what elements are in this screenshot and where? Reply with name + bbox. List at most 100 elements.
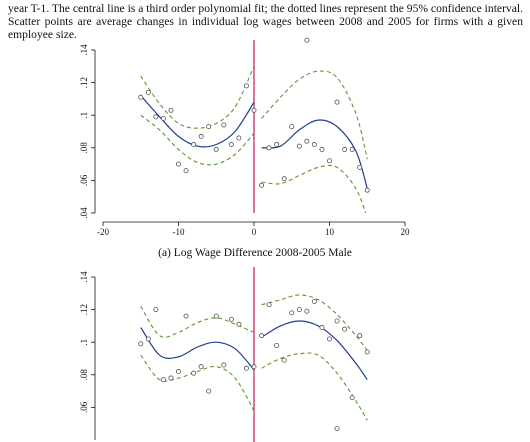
scatter-point [281,357,287,363]
scatter-point [304,308,310,314]
scatter-point [364,349,370,355]
scatter-point [311,142,317,148]
scatter-point [183,313,189,319]
scatter-point [236,321,242,327]
scatter-point [334,99,340,105]
scatter-point [221,122,227,128]
scatter-point [145,336,151,342]
scatter-point [304,37,310,43]
fit-left-line [140,95,255,148]
scatter-point [228,316,234,322]
scatter-point [357,164,363,170]
scatter-point [274,342,280,348]
scatter-point [213,313,219,319]
scatter-point [206,388,212,394]
scatter-point [191,142,197,148]
ci-lower-left-line [140,114,255,166]
scatter-point [364,187,370,193]
scatter-point [342,146,348,152]
scatter-point [259,182,265,188]
scatter-point [138,341,144,347]
scatter-point [145,89,151,95]
scatter-point [221,362,227,368]
scatter-point [160,377,166,383]
y-tick-label: .04 [79,207,89,219]
y-tick-label: .1 [79,339,89,346]
fit-left-line [140,327,255,371]
y-tick-label: .12 [79,304,89,315]
scatter-point [251,107,257,113]
scatter-point [281,176,287,182]
scatter-point [183,168,189,174]
scatter-point [206,124,212,130]
scatter-point [311,298,317,304]
scatter-point [289,124,295,130]
scatter-point [153,114,159,120]
x-tick-label: 0 [252,227,257,237]
scatter-point [334,318,340,324]
plot-area [138,267,370,442]
scatter-point [160,115,166,121]
scatter-point [326,336,332,342]
x-tick-label: -20 [97,227,109,237]
fit-right-line [261,119,368,189]
scatter-point [243,365,249,371]
scatter-point [304,138,310,144]
ci-upper-right-line [261,294,368,351]
scatter-point [191,370,197,376]
scatter-point [198,364,204,370]
ci-lower-right-line [261,352,368,421]
scatter-point [228,142,234,148]
fit-right-line [261,320,368,381]
y-tick-label: .08 [79,142,89,154]
y-tick-label: .06 [79,174,89,186]
scatter-point [153,307,159,313]
ci-upper-right-line [261,70,368,160]
y-tick-label: .06 [79,401,89,413]
scatter-point [168,107,174,113]
scatter-point [349,395,355,401]
scatter-point [326,158,332,164]
scatter-point [334,426,340,432]
scatter-point [319,146,325,152]
scatter-point [259,333,265,339]
scatter-point [266,145,272,151]
scatter-point [198,133,204,139]
scatter-point [266,302,272,308]
scatter-point [175,369,181,375]
scatter-point [213,146,219,152]
ci-upper-left-line [140,66,255,129]
x-tick-label: 10 [325,227,335,237]
y-tick-label: .14 [79,271,89,283]
chart-male: .04 .06 .08 .1 .12 .14 -20 -10 0 10 20 [79,37,411,237]
figure-caption: year T-1. The central line is a third or… [8,2,523,41]
y-tick-label: .08 [79,369,89,381]
scatter-point [342,326,348,332]
scatter-point [175,161,181,167]
ci-lower-left-line [140,354,255,411]
scatter-point [349,146,355,152]
scatter-point [289,310,295,316]
y-tick-label: .12 [79,77,89,88]
chart-second: .06 .08 .1 .12 .14 [79,267,370,442]
scatter-point [236,135,242,141]
chart-male-title: (a) Log Wage Difference 2008-2005 Male [158,247,352,259]
y-tick-label: .1 [79,112,89,119]
scatter-point [251,364,257,370]
scatter-point [243,83,249,89]
scatter-point [357,333,363,339]
scatter-point [319,325,325,331]
scatter-point [296,143,302,149]
ci-upper-left-line [140,306,255,338]
scatter-point [296,307,302,313]
scatter-point [168,375,174,381]
x-tick-label: 20 [401,227,411,237]
scatter-point [274,142,280,148]
ci-lower-right-line [261,164,367,213]
y-tick-label: .14 [79,44,89,56]
caption-text: year T-1. The central line is a third or… [8,2,523,41]
x-tick-label: -10 [173,227,185,237]
plot-area [138,37,370,213]
scatter-point [138,94,144,100]
